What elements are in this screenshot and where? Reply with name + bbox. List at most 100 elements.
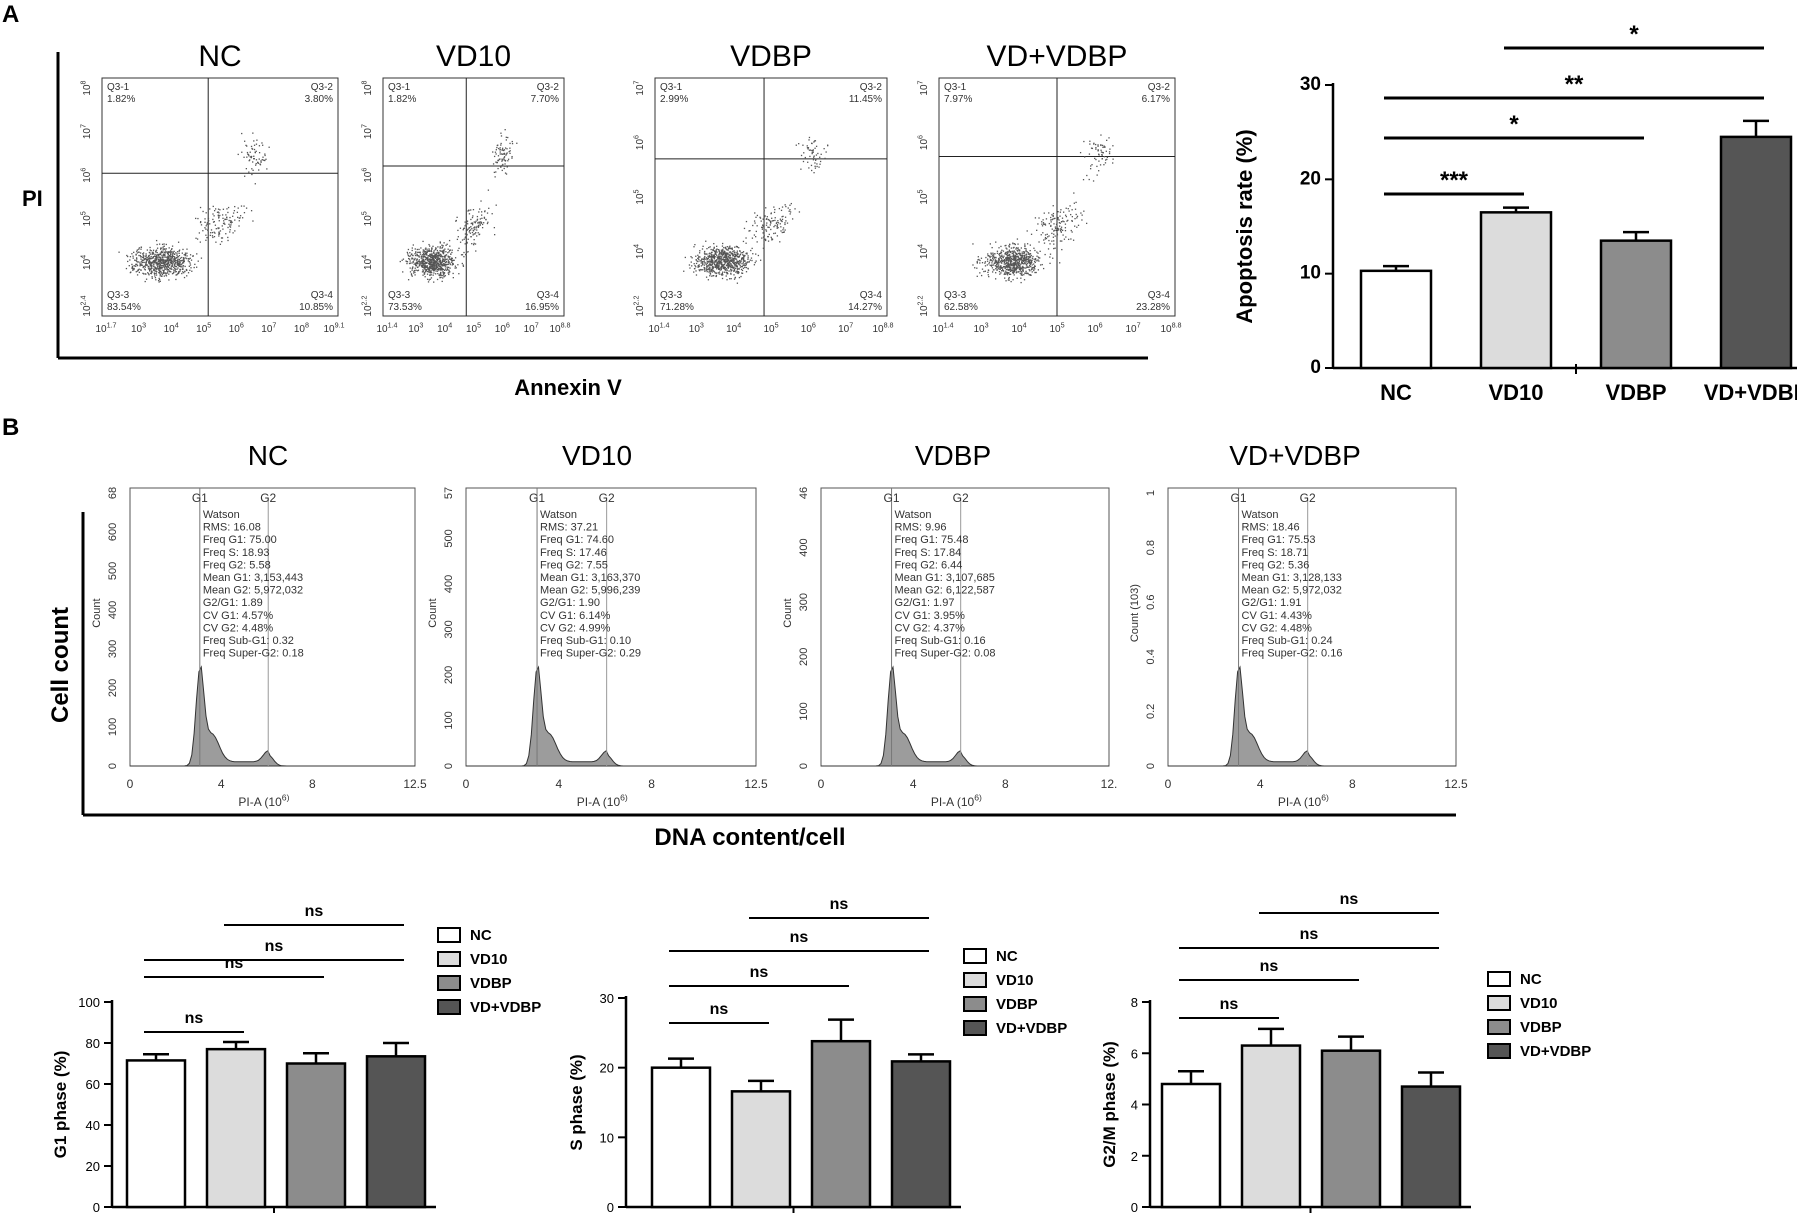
flow-dot (466, 251, 468, 254)
flow-dot (718, 257, 720, 259)
flow-dot (1005, 258, 1007, 261)
flow-dot (414, 271, 416, 274)
flow-dot (160, 262, 162, 264)
flow-dot (148, 257, 150, 259)
flow-dot (706, 268, 708, 271)
flow-dot (164, 248, 166, 250)
flow-dot (1023, 258, 1025, 260)
flow-dot (1041, 263, 1043, 266)
flow-y-tick-label: 105 (79, 211, 94, 226)
flow-dot (174, 269, 176, 272)
flow-dot (163, 259, 165, 261)
flow-dot (740, 259, 743, 261)
flow-dot (736, 260, 738, 262)
flow-dot (206, 222, 209, 224)
flow-dot (180, 260, 182, 262)
flow-dot (423, 254, 425, 256)
flow-dot (171, 253, 174, 255)
flow-dot (182, 267, 184, 269)
flow-dot (1051, 214, 1053, 216)
flow-dot (165, 261, 167, 263)
flow-dot (218, 217, 220, 219)
flow-dot (443, 276, 445, 278)
flow-dot (412, 254, 414, 257)
flow-dot (432, 252, 435, 254)
flow-dot (1030, 265, 1032, 268)
flow-dot (1017, 249, 1020, 251)
flow-dot (706, 270, 708, 273)
flow-plot-frame (654, 77, 888, 317)
q1-value: 7.97% (944, 94, 972, 105)
flow-dot (1042, 219, 1044, 221)
flow-dot (779, 241, 781, 243)
flow-dot (770, 213, 772, 215)
flow-dot (504, 160, 507, 162)
flow-dot (708, 260, 710, 262)
flow-dot (501, 169, 503, 172)
flow-dot (992, 259, 994, 261)
flow-dot (172, 266, 175, 268)
flow-dot (155, 251, 157, 253)
flow-dot (443, 264, 445, 267)
bar-y-label: G2/M phase (%) (1100, 1041, 1119, 1168)
flow-dot (1051, 240, 1053, 242)
flow-dot (425, 247, 427, 249)
flow-dot (710, 261, 712, 263)
flow-dot (167, 266, 169, 269)
flow-dot (811, 169, 813, 172)
flow-dot (433, 259, 435, 262)
flow-dot (457, 264, 459, 266)
flow-dot (148, 261, 150, 263)
flow-dot (438, 264, 440, 266)
flow-dot (991, 262, 993, 264)
flow-dot (807, 161, 809, 163)
flow-dot (1093, 143, 1095, 145)
flow-dot (253, 144, 256, 146)
flow-dot (1025, 260, 1027, 262)
flow-dot (784, 222, 786, 224)
flow-dot (168, 270, 171, 272)
flow-dot (1008, 272, 1010, 274)
flow-dot (1096, 174, 1098, 176)
flow-dot (204, 221, 206, 223)
flow-dot (981, 268, 984, 270)
flow-dot (714, 250, 716, 253)
flow-dot (167, 251, 170, 253)
flow-dot (765, 224, 768, 226)
flow-dot (238, 217, 240, 219)
flow-y-tick-label: 105 (360, 211, 375, 226)
flow-dots (683, 136, 829, 284)
flow-dot (425, 252, 427, 255)
flow-dot (755, 260, 757, 262)
flow-dot (429, 260, 432, 262)
flow-dot (504, 147, 507, 149)
flow-dot (736, 253, 739, 256)
flow-dot (500, 153, 503, 155)
flow-dot (1012, 262, 1014, 265)
histogram-stat-line: CV G2: 4.48% (1242, 622, 1313, 634)
flow-dot (511, 142, 514, 145)
flow-dot (1018, 257, 1020, 260)
flow-dot (418, 251, 420, 253)
flow-dot (421, 260, 424, 263)
flow-dot (462, 264, 464, 266)
flow-dot (161, 259, 163, 261)
flow-dot (728, 278, 731, 280)
flow-dot (470, 236, 472, 238)
flow-dot (178, 262, 180, 265)
flow-dot (1103, 164, 1105, 166)
flow-dot (1007, 259, 1009, 261)
flow-dot (426, 258, 429, 261)
flow-dot (743, 256, 745, 258)
flow-dot (994, 253, 996, 255)
flow-dot (1024, 262, 1026, 264)
q1-name: Q3-1 (660, 82, 683, 93)
legend-swatch (1487, 1019, 1511, 1035)
flow-dot (1034, 268, 1036, 270)
bar-vd10 (205, 1047, 267, 1209)
flow-dot (161, 268, 163, 270)
flow-dot (434, 249, 437, 251)
flow-dot (1034, 249, 1036, 252)
flow-dot (177, 241, 180, 243)
flow-dot (172, 260, 175, 262)
